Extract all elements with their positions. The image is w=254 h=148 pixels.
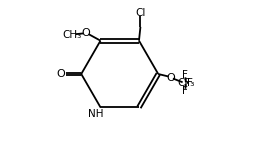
Text: O: O xyxy=(57,69,66,79)
Text: F: F xyxy=(186,78,192,88)
Text: CF₃: CF₃ xyxy=(178,78,195,89)
Text: F: F xyxy=(182,70,188,81)
Text: O: O xyxy=(82,28,90,38)
Text: O: O xyxy=(166,73,175,83)
Text: NH: NH xyxy=(88,109,104,119)
Text: Cl: Cl xyxy=(135,8,146,18)
Text: F: F xyxy=(182,86,188,96)
Text: CH₃: CH₃ xyxy=(62,30,82,40)
